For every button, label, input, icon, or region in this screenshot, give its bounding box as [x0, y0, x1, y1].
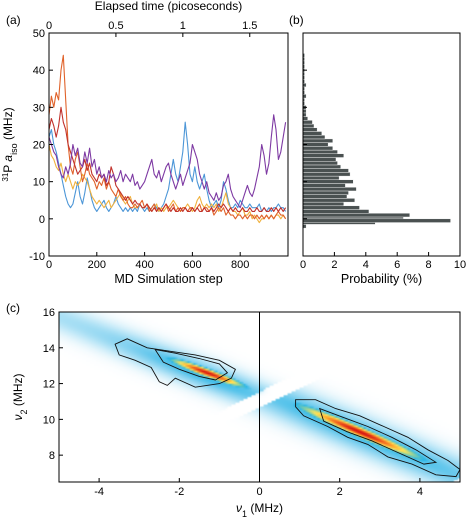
histogram-bar: [302, 120, 313, 125]
histogram-bar: [302, 131, 323, 136]
x-tick-label: 800: [231, 259, 249, 271]
histogram-bar: [302, 157, 337, 162]
histogram-bar: [302, 187, 357, 192]
y-tick-label: 10: [33, 177, 45, 189]
histogram-bar: [302, 116, 308, 121]
contour-line: [114, 338, 236, 388]
series-line-3: [48, 54, 287, 220]
histogram-bar: [302, 123, 315, 128]
contour-line: [318, 407, 438, 465]
y-axis-label-sub: iso: [9, 143, 19, 155]
y-tick-label: 30: [33, 102, 45, 114]
histogram-bar: [302, 213, 410, 218]
histogram-bars: [302, 53, 451, 229]
y-axis-label-var: ν: [11, 415, 25, 421]
y-axis-label-var: a: [1, 155, 15, 162]
x-tick-label: -2: [174, 486, 184, 498]
panel-label-a: (a): [6, 13, 21, 27]
y-tick-label: 12: [43, 379, 55, 391]
x-tick-label: -4: [94, 486, 104, 498]
top-tick-label: 1.5: [242, 20, 257, 32]
y-tick-label: 20: [33, 140, 45, 152]
histogram-bar: [302, 205, 360, 210]
x-tick-label: 0: [300, 259, 306, 271]
series-line-5: [48, 114, 287, 209]
y-axis-label-sup: 31: [1, 172, 10, 181]
histogram-bar: [302, 153, 345, 158]
x-tick-label: 2: [331, 259, 337, 271]
histogram-bar: [302, 164, 341, 169]
contour-line: [295, 399, 461, 478]
y-tick-label: 14: [43, 343, 55, 355]
y-tick-label: -10: [29, 251, 45, 263]
histogram-bar: [302, 201, 345, 207]
panel-label-b: (b): [289, 13, 304, 27]
x-tick-label: 400: [135, 259, 153, 271]
axis-ticks: 0 2 4 6 8 10: [300, 32, 466, 271]
histogram-bar: [302, 190, 349, 195]
histogram-bar: [302, 179, 354, 184]
x-axis-label-unit: (MHz): [247, 501, 283, 515]
axis-ticks: -4 -2 0 2 4 8 10 12 14 16: [43, 307, 423, 498]
top-axis-label: Elapsed time (picoseconds): [95, 0, 242, 13]
y-axis-label-unit: (MHz): [11, 373, 25, 409]
histogram-bar: [302, 194, 348, 199]
y-axis-label: ν2 (MHz): [11, 373, 29, 420]
plot-frame: [48, 32, 289, 257]
y-tick-label: 10: [43, 414, 55, 426]
top-tick-label: 0: [46, 20, 52, 32]
histogram-bar: [302, 218, 451, 223]
y-axis-label-unit: (MHz): [1, 107, 15, 143]
x-tick-label: 0: [256, 486, 262, 498]
histogram-bar: [302, 127, 318, 132]
series-group: [48, 54, 287, 224]
top-tick-label: 0.5: [108, 20, 123, 32]
x-axis-label-var: ν: [236, 501, 242, 515]
histogram-bar: [302, 183, 346, 188]
x-tick-label: 6: [394, 259, 400, 271]
histogram-bar: [302, 149, 338, 154]
histogram-bar: [302, 146, 334, 151]
x-tick-label: 2: [337, 486, 343, 498]
histogram-panel-b: 0 2 4 6 8 10 Probability (%): [300, 32, 466, 286]
top-tick-label: 1: [180, 20, 186, 32]
y-tick-label: 50: [33, 28, 45, 40]
x-axis-label-sub: 1: [242, 509, 247, 519]
x-tick-label: 600: [183, 259, 201, 271]
y-axis-label-main: P: [1, 162, 15, 173]
x-axis-label: Probability (%): [341, 272, 422, 286]
x-axis-label: ν1 (MHz): [236, 501, 283, 519]
y-tick-label: 40: [33, 65, 45, 77]
x-tick-label: 10: [454, 259, 466, 271]
histogram-bar: [302, 135, 326, 140]
histogram-bar: [302, 161, 338, 166]
histogram-bar: [302, 172, 351, 177]
series-line-4: [48, 106, 287, 212]
x-tick-label: 8: [426, 259, 432, 271]
y-tick-label: 0: [39, 214, 45, 226]
y-tick-label: 16: [43, 307, 55, 319]
histogram-bar: [302, 138, 334, 143]
y-tick-label: 8: [49, 450, 55, 462]
x-axis-label: MD Simulation step: [114, 272, 222, 286]
panel-label-c: (c): [6, 301, 20, 315]
histogram-bar: [302, 175, 340, 181]
histogram-bar: [302, 168, 349, 173]
y-axis-label: 31P aiso (MHz): [1, 107, 20, 181]
histogram-bar: [302, 198, 356, 203]
histogram-bar: [302, 209, 370, 214]
x-tick-label: 4: [363, 259, 369, 271]
x-tick-label: 4: [417, 486, 423, 498]
contour-lines: [114, 338, 461, 478]
contour-line: [154, 348, 229, 381]
x-tick-label: 200: [88, 259, 106, 271]
y-axis-label-sub: 2: [19, 409, 29, 414]
x-tick-label: 0: [46, 259, 52, 271]
series-line-1: [48, 121, 287, 212]
